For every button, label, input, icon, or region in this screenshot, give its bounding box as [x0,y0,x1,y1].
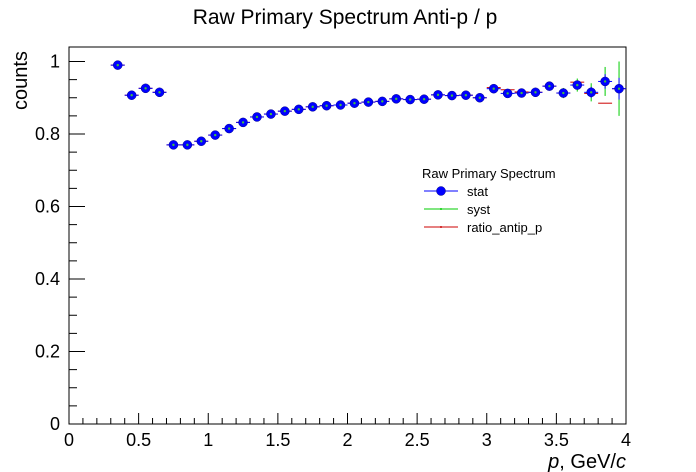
stat-point-center [408,98,412,101]
stat-point-center [297,108,300,111]
x-axis-label-unit: , GeV/ [559,451,616,472]
stat-point-center [227,127,231,130]
legend-entry-syst: syst [424,202,491,217]
legend-entry-ratio: ratio_antip_p [424,220,542,235]
y-tick-label: 0.6 [35,197,60,217]
data-series [110,60,626,150]
stat-point-center [492,87,495,90]
stat-point-center [395,97,398,101]
stat-point-center [464,94,468,97]
stat-point-center [311,105,314,109]
stat-point-center [172,143,175,147]
x-tick-label: 4 [621,430,631,450]
x-tick-label: 2 [342,430,352,450]
x-tick-label: 1.5 [265,430,290,450]
stat-point-center [255,115,259,119]
x-axis-label-speed: c [616,451,626,472]
stat-point-center [214,133,217,137]
y-tick-label: 0.2 [35,342,60,362]
stat-point-center [116,63,119,67]
stat-point-center [436,93,440,97]
y-tick-label: 0.4 [35,269,60,289]
y-tick-label: 1 [50,52,60,72]
y-tick-label: 0.8 [35,124,60,144]
x-axis-label-variable: p [547,451,559,472]
stat-point-center [339,103,342,107]
stat-point-center [617,87,621,90]
stat-point-center [269,112,273,116]
stat-point-center [325,104,328,107]
legend-label-ratio: ratio_antip_p [467,220,542,235]
stat-point-center [200,140,203,143]
stat-point-center [144,87,147,90]
stat-point-center [367,100,370,104]
stat-point-center [450,94,454,97]
y-tick-label: 0 [50,414,60,434]
stat-point-center [534,91,537,94]
stat-point-center [603,80,607,83]
stat-point-center [478,96,481,99]
stat-point-center [520,91,523,95]
chart-title: Raw Primary Spectrum Anti-p / p [193,6,498,29]
legend-label-syst: syst [467,202,491,217]
stat-point-center [576,83,579,87]
x-tick-label: 1 [203,430,213,450]
stat-point-center [506,92,509,95]
stat-point-center [130,94,133,97]
stat-point-center [283,109,287,113]
stat-point-center [186,143,189,147]
legend: Raw Primary Spectrum stat syst ratio_ant… [422,166,556,235]
legend-marker-ratio [440,226,442,228]
stat-point-center [381,100,384,103]
x-axis-label: p, GeV/c [547,451,626,472]
stat-point-center [158,91,161,94]
x-tick-label: 0.5 [126,430,151,450]
x-tick-label: 3.5 [544,430,569,450]
stat-point-center [562,91,565,95]
stat-point-center [548,84,551,88]
x-tick-label: 0 [64,430,74,450]
legend-title: Raw Primary Spectrum [422,166,556,181]
stat-point-center [422,98,426,101]
legend-entry-stat: stat [424,184,488,199]
x-tick-label: 2.5 [405,430,430,450]
stat-point-center [353,101,356,105]
axes: 0 0.5 1 1.5 2 2.5 3 3.5 4 0 0.2 0.4 0.6 0.8 1 [35,52,631,451]
legend-marker-stat [436,186,446,196]
stat-point-center [589,91,593,94]
stat-point-center [241,121,245,124]
y-axis-label: counts [10,51,32,110]
legend-label-stat: stat [467,184,488,199]
x-tick-label: 3 [482,430,492,450]
legend-marker-syst [440,208,442,210]
